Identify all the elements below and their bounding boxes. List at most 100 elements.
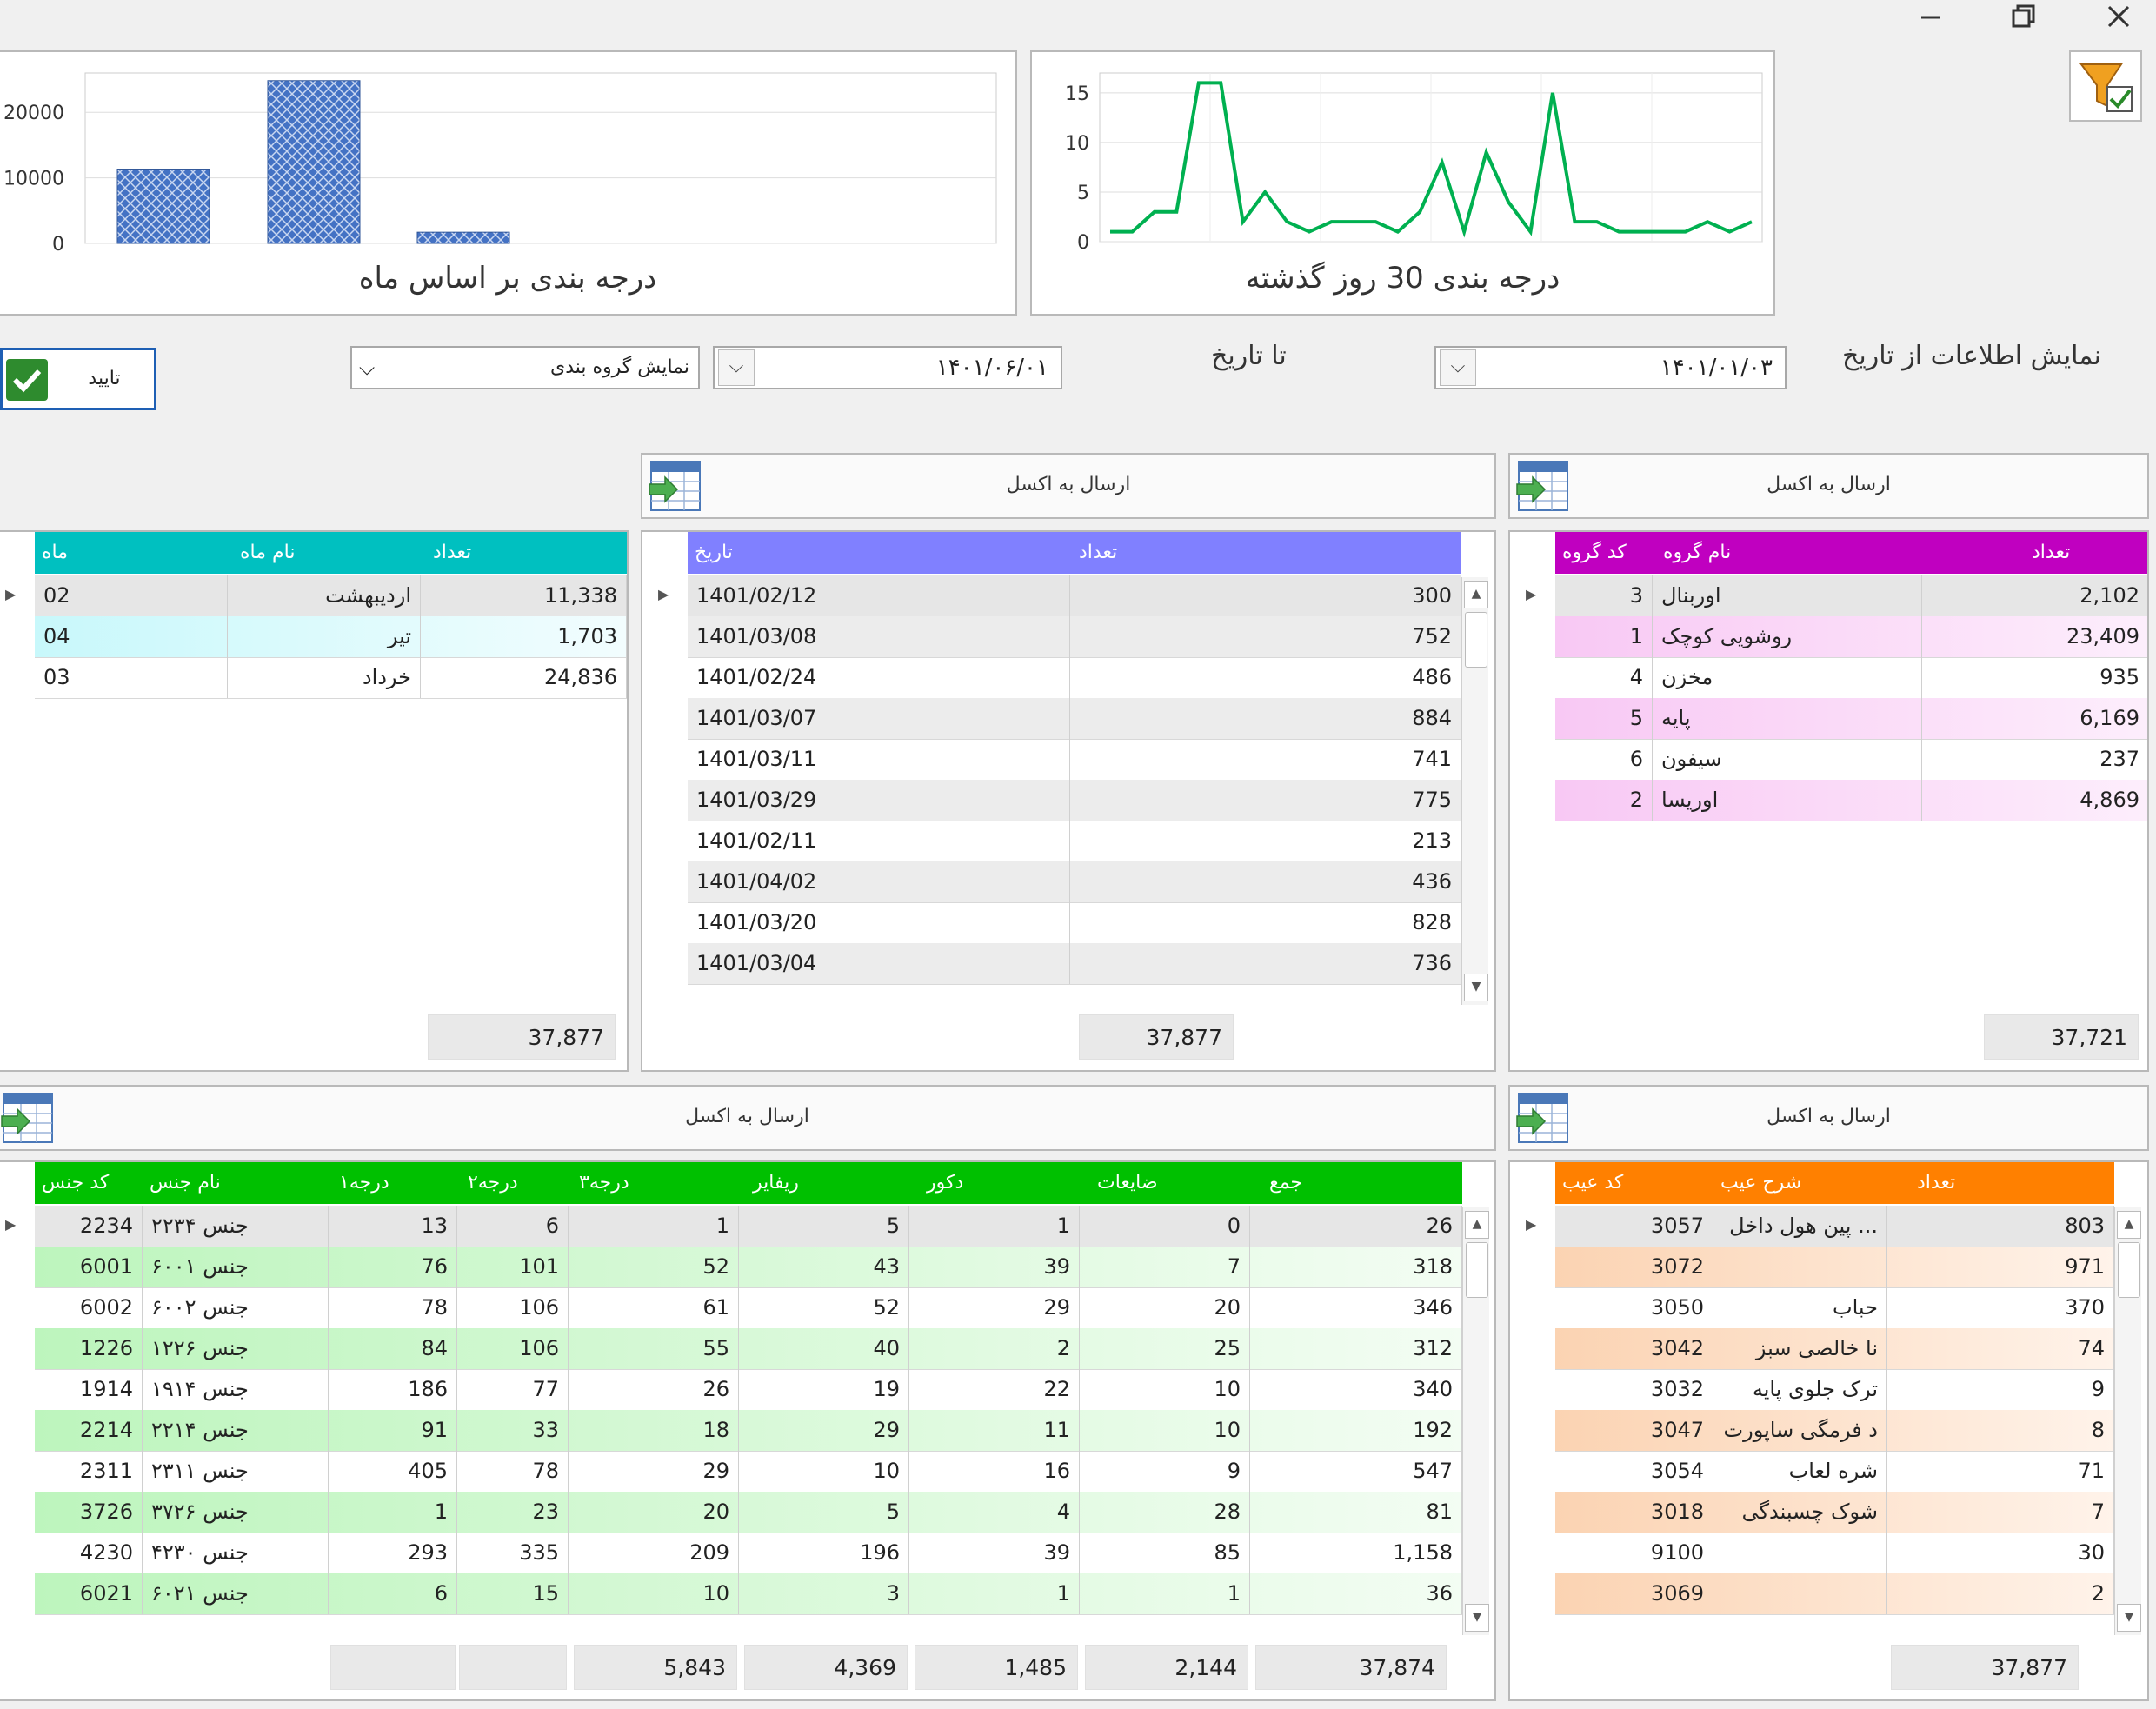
minimize-button[interactable] [1904, 0, 1956, 35]
defects-grid-scrollbar[interactable]: ▲ ▼ [2114, 1207, 2141, 1635]
dates-grid-scrollbar[interactable]: ▲ ▼ [1461, 577, 1488, 1005]
confirm-button[interactable]: تایید [0, 348, 156, 410]
col-code[interactable]: کد گروه [1562, 542, 1627, 563]
table-row[interactable]: 1914 جنس ۱۹۱۴ 186 77 26 19 22 10 340 [35, 1369, 1462, 1411]
month-count-cell: 11,338 [421, 575, 627, 616]
col-count[interactable]: تعداد [2032, 542, 2071, 563]
export-excel-types-button[interactable]: ارسال به اکسل [0, 1085, 1496, 1151]
col-defect-desc[interactable]: شرح عیب [1720, 1172, 1802, 1194]
restore-button[interactable] [1996, 0, 2048, 35]
scroll-thumb[interactable] [1465, 612, 1487, 668]
date-count-cell: 752 [1070, 616, 1461, 657]
table-row[interactable]: 3047 د فرمگی ساپورت 8 [1555, 1410, 2114, 1452]
group-select[interactable]: ⌵ نمایش گروه بندی [350, 346, 700, 389]
export-excel-dates-button[interactable]: ارسال به اکسل [641, 453, 1496, 519]
table-row[interactable]: 1401/03/07 884 [688, 698, 1461, 740]
grade1-cell: 1 [329, 1492, 457, 1533]
table-row[interactable]: 1226 جنس ۱۲۲۶ 84 106 55 40 2 25 312 [35, 1328, 1462, 1370]
col-date[interactable]: تاریخ [695, 542, 733, 563]
scroll-down-icon[interactable]: ▼ [1464, 974, 1488, 1001]
table-row[interactable]: 2214 جنس ۲۲۱۴ 91 33 18 29 11 10 192 [35, 1410, 1462, 1452]
table-row[interactable]: 3057... پین هول داخل 803 [1555, 1206, 2114, 1247]
chevron-down-icon[interactable]: ⌵ [1440, 349, 1476, 386]
table-row[interactable]: 3032 ترک جلوی پایه 9 [1555, 1369, 2114, 1411]
col-month-name[interactable]: نام ماه [240, 542, 296, 563]
table-row[interactable]: 1401/02/11 213 [688, 821, 1461, 862]
table-row[interactable]: 6001 جنس ۶۰۰۱ 76 101 52 43 39 7 318 [35, 1247, 1462, 1288]
scroll-thumb[interactable] [1466, 1242, 1488, 1298]
chevron-down-icon[interactable]: ⌵ [718, 349, 755, 386]
defect-code-cell: 3072 [1555, 1247, 1713, 1287]
scroll-up-icon[interactable]: ▲ [1465, 1211, 1489, 1239]
table-row[interactable]: 3 اوربنال 2,102 [1555, 575, 2147, 617]
col-defect-code[interactable]: کد عیب [1562, 1172, 1624, 1194]
table-row[interactable]: 5 پایه 6,169 [1555, 698, 2147, 740]
type-name-cell: جنس ۶۰۰۱ [143, 1247, 329, 1287]
col-type-code[interactable]: کد جنس [42, 1172, 110, 1194]
table-row[interactable]: 3726 جنس ۳۷۲۶ 1 23 20 5 4 28 81 [35, 1492, 1462, 1533]
table-row[interactable]: 2 اوریسا 4,869 [1555, 780, 2147, 821]
col-g1[interactable]: درجه۱ [339, 1172, 389, 1194]
export-excel-defects-button[interactable]: ارسال به اکسل [1508, 1085, 2149, 1151]
table-row[interactable]: 1401/04/02 436 [688, 861, 1461, 903]
table-row[interactable]: 04 تیر 1,703 [35, 616, 627, 658]
close-button[interactable] [2092, 0, 2144, 35]
table-row[interactable]: 4230 جنس ۴۲۳۰ 293 335 209 196 39 85 1,158 [35, 1533, 1462, 1574]
scroll-thumb[interactable] [2118, 1242, 2140, 1298]
scroll-up-icon[interactable]: ▲ [1464, 581, 1488, 608]
decor-cell: 2 [909, 1328, 1080, 1369]
table-row[interactable]: 6002 جنس ۶۰۰۲ 78 106 61 52 29 20 346 [35, 1287, 1462, 1329]
table-row[interactable]: 2311 جنس ۲۳۱۱ 405 78 29 10 16 9 547 [35, 1451, 1462, 1493]
defect-desc-cell: نا خالصی سبز [1713, 1328, 1887, 1369]
col-month[interactable]: ماه [42, 542, 69, 563]
table-row[interactable]: 4 مخزن 935 [1555, 657, 2147, 699]
table-row[interactable]: 3042 نا خالصی سبز 74 [1555, 1328, 2114, 1370]
grade1-cell: 91 [329, 1410, 457, 1451]
table-row[interactable]: 1401/02/12 300 [688, 575, 1461, 617]
type-code-cell: 2234 [35, 1206, 143, 1247]
table-row[interactable]: 6021 جنس ۶۰۲۱ 6 15 10 3 1 1 36 [35, 1573, 1462, 1615]
filter-button[interactable] [2069, 50, 2142, 122]
grade3-cell: 26 [569, 1369, 739, 1410]
table-row[interactable]: 1401/03/08 752 [688, 616, 1461, 658]
table-row[interactable]: 1401/03/04 736 [688, 943, 1461, 985]
grade2-cell: 6 [457, 1206, 569, 1247]
col-name[interactable]: نام گروه [1663, 542, 1732, 563]
type-code-cell: 3726 [35, 1492, 143, 1533]
scroll-down-icon[interactable]: ▼ [1465, 1604, 1489, 1632]
table-row[interactable]: 03 خرداد 24,836 [35, 657, 627, 699]
table-row[interactable]: 3054 شره لعاب 71 [1555, 1451, 2114, 1493]
table-row[interactable]: 3018 شوک چسبندگی 7 [1555, 1492, 2114, 1533]
table-row[interactable]: 2234 جنس ۲۲۳۴ 13 6 1 5 1 0 26 [35, 1206, 1462, 1247]
table-row[interactable]: 3069 2 [1555, 1573, 2114, 1615]
table-row[interactable]: 1401/02/24 486 [688, 657, 1461, 699]
table-row[interactable]: 1401/03/11 741 [688, 739, 1461, 781]
from-date-picker[interactable]: ⌵ ۱۴۰۱/۰۱/۰۳ [1434, 346, 1787, 389]
col-g3[interactable]: درجه۳ [579, 1172, 629, 1194]
table-row[interactable]: 6 سیفون 237 [1555, 739, 2147, 781]
table-row[interactable]: 3050 حباب 370 [1555, 1287, 2114, 1329]
table-row[interactable]: 1401/03/29 775 [688, 780, 1461, 821]
col-waste[interactable]: ضایعات [1097, 1172, 1158, 1194]
table-row[interactable]: 9100 30 [1555, 1533, 2114, 1574]
table-row[interactable]: 02 اردیبهشت 11,338 [35, 575, 627, 617]
col-g2[interactable]: درجه۲ [468, 1172, 518, 1194]
table-row[interactable]: 1401/03/20 828 [688, 902, 1461, 944]
month-name-cell: اردیبهشت [228, 575, 421, 616]
types-grid-scrollbar[interactable]: ▲ ▼ [1462, 1207, 1489, 1635]
col-count[interactable]: تعداد [1079, 542, 1118, 563]
col-type-name[interactable]: نام جنس [150, 1172, 221, 1194]
to-date-label: تا تاریخ [1211, 341, 1287, 371]
scroll-up-icon[interactable]: ▲ [2117, 1211, 2141, 1239]
table-row[interactable]: 3072 971 [1555, 1247, 2114, 1288]
scroll-down-icon[interactable]: ▼ [2117, 1604, 2141, 1632]
defect-count-cell: 7 [1887, 1492, 2114, 1533]
col-count[interactable]: تعداد [1917, 1172, 1956, 1194]
table-row[interactable]: 1 روشویی کوچک 23,409 [1555, 616, 2147, 658]
to-date-picker[interactable]: ⌵ ۱۴۰۱/۰۶/۰۱ [713, 346, 1062, 389]
col-sum[interactable]: جمع [1269, 1172, 1303, 1194]
col-count[interactable]: تعداد [433, 542, 472, 563]
col-decor[interactable]: دکور [927, 1172, 964, 1194]
col-refire[interactable]: ریفایر [753, 1172, 799, 1194]
export-excel-groups-button[interactable]: ارسال به اکسل [1508, 453, 2149, 519]
